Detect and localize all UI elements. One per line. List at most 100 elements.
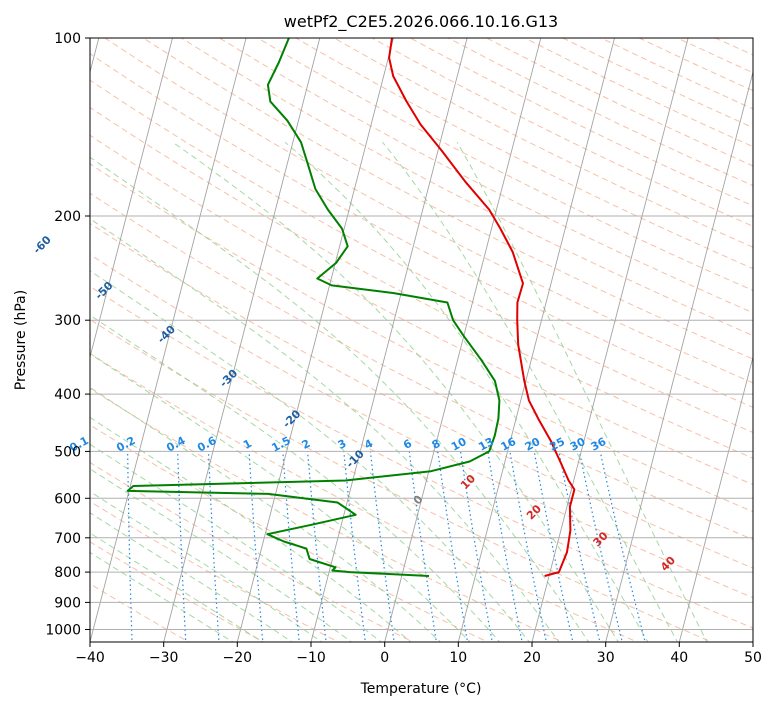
data-series (126, 38, 576, 577)
mixing-ratio-line (307, 451, 327, 642)
isotherm-label: 0 (411, 492, 426, 507)
dry-adiabat-line (90, 352, 639, 642)
moist-adiabat-label: 40 (658, 554, 678, 574)
dry-adiabat-line (104, 38, 753, 384)
mixing-ratio-line (408, 451, 438, 642)
isotherm-label: -20 (280, 407, 303, 430)
isotherm-line (90, 38, 173, 359)
dry-adiabat-line (181, 38, 753, 337)
y-tick-label: 400 (54, 387, 81, 403)
x-axis-title: Temperature (°C) (360, 681, 482, 697)
moist-adiabat-line (90, 416, 412, 642)
dry-adiabat-line (677, 38, 753, 74)
mixing-ratio-label: 4 (362, 437, 375, 452)
mixing-ratio-label: 8 (430, 437, 443, 452)
x-tick-label: 10 (449, 650, 467, 666)
mixing-ratio-line (207, 451, 220, 642)
dry-adiabat-line (562, 38, 753, 129)
moist-adiabat-line (90, 551, 234, 642)
moist-adiabat-line (382, 141, 678, 642)
mixing-ratio-line (487, 451, 523, 642)
moist-adiabat-line (90, 270, 531, 642)
plot-frame (89, 37, 754, 643)
background-lines (81, 38, 753, 644)
moist-adiabat-line (90, 443, 382, 642)
x-tick-label: −30 (149, 650, 179, 666)
isotherm-label: -40 (155, 322, 178, 345)
temperature-profile-line (388, 38, 576, 577)
mixing-ratio-label: 30 (568, 435, 588, 454)
mixing-ratio-line (248, 451, 264, 642)
moist-adiabat-line (90, 314, 501, 642)
dry-adiabat-line (90, 53, 753, 408)
y-tick-label: 800 (54, 565, 81, 581)
chart-title: wetPf2_C2E5.2026.066.10.16.G13 (284, 12, 558, 32)
x-tick-label: 50 (744, 650, 762, 666)
y-tick-label: 600 (54, 491, 81, 507)
mixing-ratio-label: 6 (401, 437, 414, 452)
x-tick-label: 0 (380, 650, 389, 666)
isotherm-line (605, 70, 753, 642)
mixing-ratio-label: 3 (336, 437, 349, 452)
mixing-ratio-label: 1 (241, 437, 254, 452)
moist-adiabat-label: 30 (591, 529, 611, 549)
isotherm-label: -60 (31, 233, 54, 256)
mixing-ratio-label: 20 (523, 435, 543, 454)
dry-adiabat-line (410, 38, 753, 207)
moist-adiabat-line (90, 386, 442, 642)
mixing-ratio-label: 36 (589, 435, 609, 454)
y-tick-label: 200 (54, 209, 81, 225)
mixing-ratio-line (369, 451, 395, 642)
isotherm-line (163, 38, 321, 642)
y-tick-label: 500 (54, 444, 81, 460)
moist-adiabat-line (456, 141, 708, 642)
mixing-ratio-label: 16 (499, 435, 519, 454)
y-tick-label: 700 (54, 531, 81, 547)
moist-adiabat-line (172, 141, 619, 642)
mixing-ratio-line (509, 451, 547, 642)
mixing-ratio-line (177, 451, 187, 642)
y-axis-ticks: 100 200 300 400 500 600 700 800 900 1000 (45, 31, 90, 639)
dry-adiabat-line (90, 388, 564, 642)
dry-adiabat-line (90, 541, 265, 642)
isotherm-line (90, 38, 247, 642)
moist-adiabat-line (90, 156, 590, 642)
x-tick-label: 40 (670, 650, 688, 666)
x-tick-label: 30 (597, 650, 615, 666)
isotherm-line (236, 38, 394, 642)
mixing-ratio-label: 13 (476, 435, 496, 454)
y-tick-label: 1000 (45, 623, 81, 639)
moist-adiabat-line (90, 218, 560, 642)
mixing-ratio-label: 10 (449, 435, 469, 454)
isotherm-line (678, 355, 753, 642)
isotherm-line (531, 38, 689, 642)
mixing-ratio-line (81, 451, 82, 644)
dry-adiabat-line (90, 79, 753, 434)
dry-adiabat-line (142, 38, 753, 360)
dry-adiabat-line (90, 192, 753, 541)
mixing-ratio-line (599, 451, 646, 642)
y-axis-title: Pressure (hPa) (13, 290, 29, 390)
isotherm-line (310, 38, 468, 642)
dry-adiabat-line (600, 38, 753, 110)
isotherm-line (752, 640, 753, 642)
dry-adiabat-line (257, 38, 753, 291)
dry-adiabat-line (295, 38, 753, 270)
mixing-ratio-line (282, 451, 300, 642)
moist-adiabat-line (90, 490, 323, 642)
y-tick-label: 900 (54, 595, 81, 611)
mixing-ratio-line (343, 451, 366, 642)
line-labels: 0.1 0.2 0.4 0.6 1 1.5 2 3 4 6 8 10 13 16 20 25 30 3610203… (31, 233, 679, 574)
moist-adiabat-line (90, 512, 293, 642)
moist-adiabat-label: 20 (524, 502, 544, 522)
dry-adiabat-line (90, 461, 415, 642)
dry-adiabat-line (715, 38, 753, 56)
dry-adiabat-line (219, 38, 753, 314)
x-axis-ticks: −40 −30 −20 −10 0 10 20 30 40 50 (75, 642, 762, 666)
y-tick-label: 300 (54, 313, 81, 329)
dewpoint-profile-line (126, 38, 501, 577)
mixing-ratio-line (578, 451, 624, 642)
x-tick-label: −40 (75, 650, 105, 666)
